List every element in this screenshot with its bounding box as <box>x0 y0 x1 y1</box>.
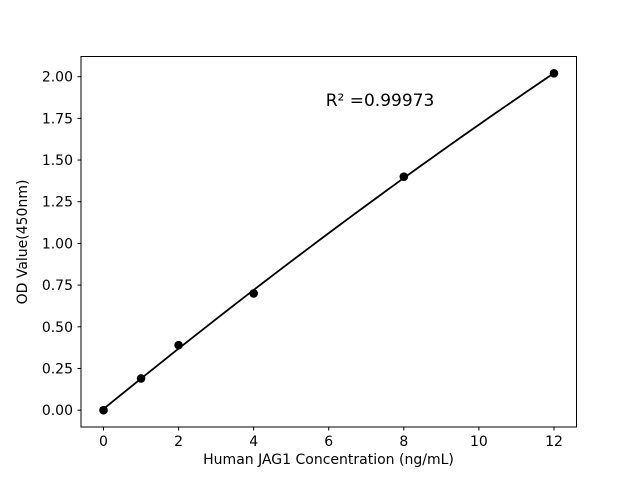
data-point <box>399 172 409 182</box>
data-point <box>174 340 183 350</box>
x-tick-label: 12 <box>545 434 563 450</box>
y-tick-label: 0.00 <box>42 403 73 419</box>
x-tick-label: 0 <box>99 434 108 450</box>
y-tick-label: 1.25 <box>42 195 73 211</box>
data-point <box>549 69 559 78</box>
data-point <box>136 374 146 383</box>
y-tick-label: 1.50 <box>42 153 73 169</box>
y-tick-label: 2.00 <box>42 70 73 86</box>
y-axis: 0.00 0.25 0.50 0.75 1.00 1.25 1.50 1.75 2.00 <box>42 70 81 419</box>
y-tick-label: 0.75 <box>42 278 73 294</box>
y-tick-label: 0.25 <box>42 361 73 377</box>
y-axis-label: OD Value(450nm) <box>15 180 31 305</box>
x-tick-label: 2 <box>174 434 183 450</box>
plot-frame <box>80 56 577 428</box>
data-point <box>249 289 258 298</box>
data-point <box>99 405 108 415</box>
data-series <box>99 69 559 415</box>
x-axis: 0 2 4 6 8 10 12 <box>99 427 563 450</box>
x-axis-label: Human JAG1 Concentration (ng/mL) <box>203 452 454 468</box>
y-tick-label: 0.50 <box>42 320 73 336</box>
fit-line <box>102 72 555 410</box>
x-tick-label: 8 <box>399 434 408 450</box>
x-tick-label: 6 <box>324 434 333 450</box>
x-tick-label: 10 <box>470 434 488 450</box>
y-tick-label: 1.00 <box>42 236 73 252</box>
y-tick-label: 1.75 <box>42 111 73 127</box>
x-tick-label: 4 <box>249 434 258 450</box>
r-squared-annotation: R² =0.99973 <box>326 91 435 111</box>
